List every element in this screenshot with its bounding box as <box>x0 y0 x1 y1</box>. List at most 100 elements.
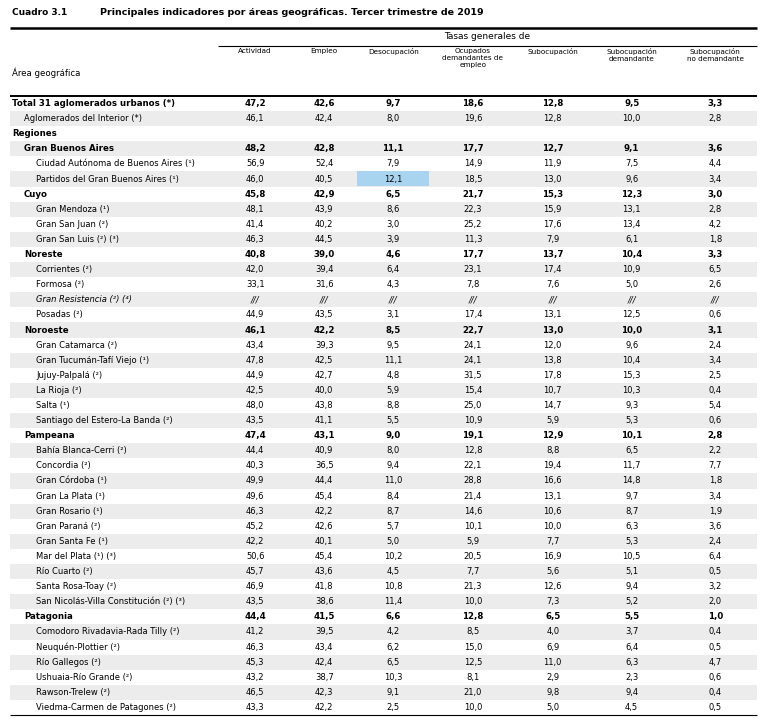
Text: Noreste: Noreste <box>24 250 63 259</box>
Text: 45,4: 45,4 <box>315 552 334 561</box>
Text: 3,1: 3,1 <box>708 326 723 334</box>
Text: Río Cuarto (²): Río Cuarto (²) <box>36 567 93 576</box>
Text: 4,5: 4,5 <box>625 703 638 712</box>
Text: 18,6: 18,6 <box>462 99 483 108</box>
Text: 21,3: 21,3 <box>464 582 482 591</box>
Text: 50,6: 50,6 <box>246 552 265 561</box>
Text: Viedma-Carmen de Patagones (²): Viedma-Carmen de Patagones (²) <box>36 703 176 712</box>
Text: 5,3: 5,3 <box>625 537 638 546</box>
Text: 9,0: 9,0 <box>386 431 401 440</box>
Text: 43,9: 43,9 <box>315 205 334 214</box>
Text: 5,0: 5,0 <box>386 537 400 546</box>
Text: 4,8: 4,8 <box>386 371 400 379</box>
Text: 17,4: 17,4 <box>543 265 562 274</box>
Text: Subocupación
demandante: Subocupación demandante <box>607 48 657 63</box>
Text: 0,4: 0,4 <box>708 386 722 395</box>
Text: 2,4: 2,4 <box>708 537 722 546</box>
Text: Noroeste: Noroeste <box>24 326 69 334</box>
Text: 41,2: 41,2 <box>246 627 265 636</box>
Text: 1,8: 1,8 <box>708 476 722 486</box>
Text: Subocupación: Subocupación <box>527 48 578 55</box>
Text: 43,3: 43,3 <box>246 703 265 712</box>
Text: 10,5: 10,5 <box>623 552 641 561</box>
Text: Formosa (²): Formosa (²) <box>36 280 84 289</box>
Text: 10,0: 10,0 <box>543 522 562 531</box>
Text: ///: /// <box>320 295 328 305</box>
Text: 7,9: 7,9 <box>386 159 400 169</box>
Text: 6,5: 6,5 <box>625 446 638 455</box>
Text: 56,9: 56,9 <box>246 159 265 169</box>
Text: 23,1: 23,1 <box>464 265 482 274</box>
Text: 13,0: 13,0 <box>543 174 562 183</box>
Text: 38,7: 38,7 <box>315 672 334 682</box>
Text: ///: /// <box>549 295 557 305</box>
Bar <box>10 262 757 277</box>
Text: 22,3: 22,3 <box>464 205 482 214</box>
Text: 5,2: 5,2 <box>625 598 638 606</box>
Text: 41,1: 41,1 <box>315 416 334 425</box>
Text: 7,3: 7,3 <box>546 598 559 606</box>
Text: 3,4: 3,4 <box>708 491 722 501</box>
Text: 40,5: 40,5 <box>315 174 334 183</box>
Text: 6,5: 6,5 <box>386 190 401 198</box>
Text: 43,5: 43,5 <box>246 416 265 425</box>
Text: Partidos del Gran Buenos Aires (¹): Partidos del Gran Buenos Aires (¹) <box>36 174 179 183</box>
Text: Santiago del Estero-La Banda (²): Santiago del Estero-La Banda (²) <box>36 416 173 425</box>
Text: 5,0: 5,0 <box>546 703 559 712</box>
Text: 12,0: 12,0 <box>543 341 562 350</box>
Text: Concordia (²): Concordia (²) <box>36 462 91 470</box>
Bar <box>10 564 757 579</box>
Text: 40,8: 40,8 <box>245 250 266 259</box>
Text: 8,1: 8,1 <box>467 672 480 682</box>
Text: 28,8: 28,8 <box>464 476 482 486</box>
Text: Gran San Luis (²) (³): Gran San Luis (²) (³) <box>36 235 119 244</box>
Text: Posadas (²): Posadas (²) <box>36 310 83 319</box>
Text: 49,6: 49,6 <box>246 491 265 501</box>
Bar <box>10 534 757 549</box>
Bar <box>10 685 757 700</box>
Text: 3,0: 3,0 <box>708 190 723 198</box>
Text: 5,5: 5,5 <box>386 416 400 425</box>
Text: 48,2: 48,2 <box>245 145 266 153</box>
Text: 41,4: 41,4 <box>246 220 265 229</box>
Text: 6,2: 6,2 <box>386 643 400 651</box>
Text: Gran Tucumán-Tafí Viejo (¹): Gran Tucumán-Tafí Viejo (¹) <box>36 356 149 365</box>
Text: 14,7: 14,7 <box>543 401 562 410</box>
Text: 3,3: 3,3 <box>708 250 723 259</box>
Text: 2,8: 2,8 <box>708 431 723 440</box>
Text: 12,6: 12,6 <box>543 582 562 591</box>
Text: 18,5: 18,5 <box>464 174 482 183</box>
Text: 8,0: 8,0 <box>386 114 400 123</box>
Text: 12,1: 12,1 <box>384 174 402 183</box>
Text: 2,8: 2,8 <box>708 205 722 214</box>
Text: 47,4: 47,4 <box>244 431 266 440</box>
Text: 40,3: 40,3 <box>246 462 265 470</box>
Text: 9,7: 9,7 <box>625 491 638 501</box>
Text: 49,9: 49,9 <box>246 476 265 486</box>
Text: 40,9: 40,9 <box>315 446 334 455</box>
Text: 12,9: 12,9 <box>542 431 563 440</box>
Text: 3,7: 3,7 <box>625 627 638 636</box>
Text: 1,9: 1,9 <box>708 507 722 515</box>
Bar <box>10 654 757 670</box>
Text: 14,8: 14,8 <box>623 476 641 486</box>
Text: ///: /// <box>251 295 259 305</box>
Text: 42,2: 42,2 <box>246 537 265 546</box>
Text: 46,3: 46,3 <box>246 643 265 651</box>
Text: 42,8: 42,8 <box>314 145 335 153</box>
Text: 41,8: 41,8 <box>315 582 334 591</box>
Text: 0,5: 0,5 <box>708 703 722 712</box>
Text: 46,3: 46,3 <box>246 507 265 515</box>
Text: 21,7: 21,7 <box>462 190 483 198</box>
Text: 43,6: 43,6 <box>315 567 334 576</box>
Text: 3,2: 3,2 <box>708 582 722 591</box>
Text: 10,0: 10,0 <box>621 326 643 334</box>
Text: 6,9: 6,9 <box>546 643 559 651</box>
Text: 3,0: 3,0 <box>386 220 400 229</box>
Text: 6,1: 6,1 <box>625 235 638 244</box>
Text: 2,3: 2,3 <box>625 672 638 682</box>
Bar <box>10 111 757 126</box>
Text: 21,4: 21,4 <box>464 491 482 501</box>
Text: 10,0: 10,0 <box>464 598 482 606</box>
Text: 42,6: 42,6 <box>315 522 334 531</box>
